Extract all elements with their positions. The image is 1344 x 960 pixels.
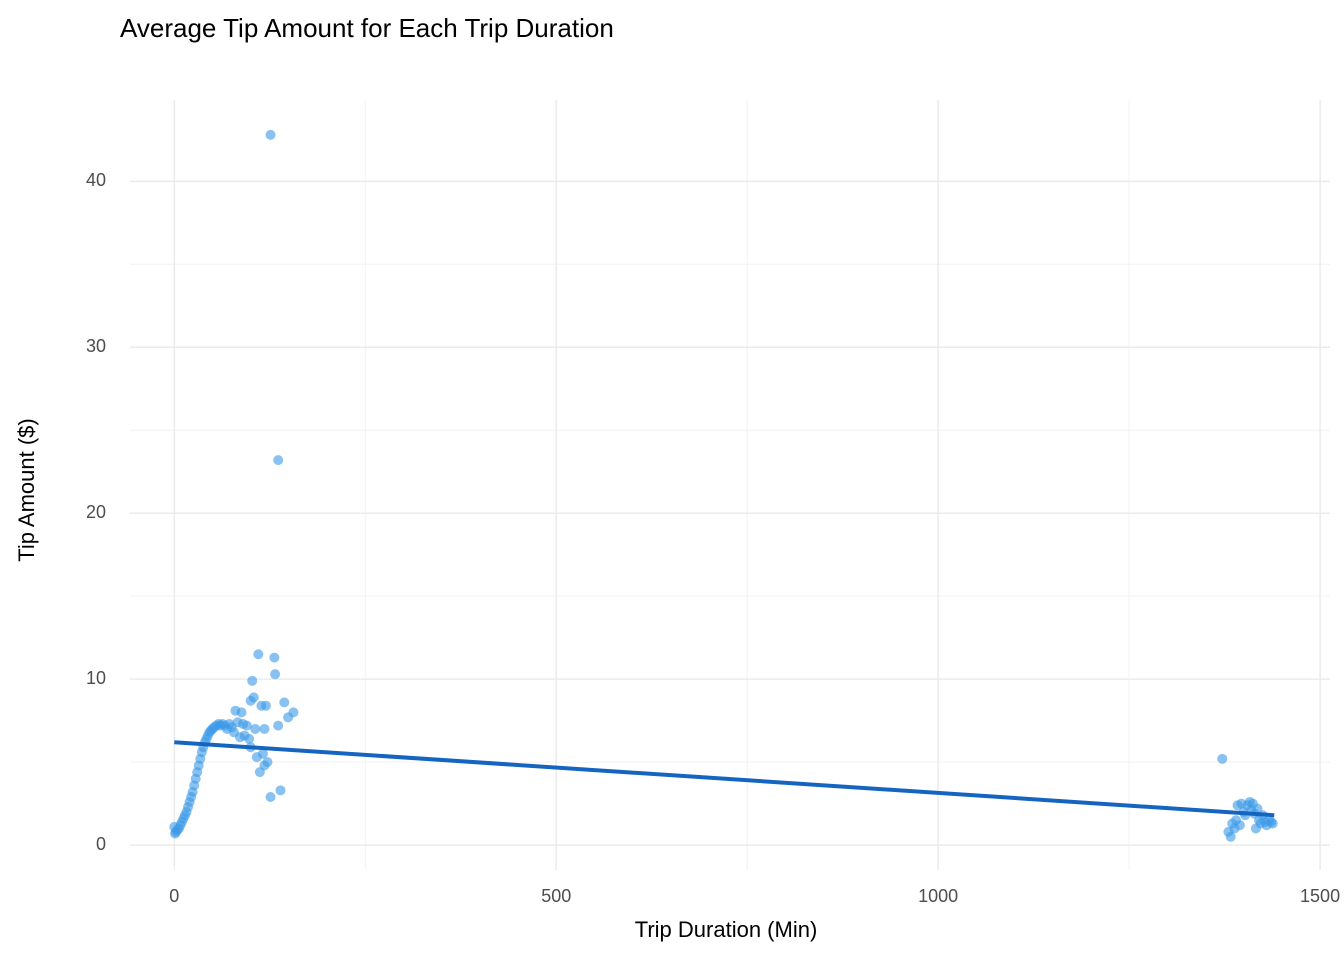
point xyxy=(269,652,280,663)
point xyxy=(259,760,270,771)
y-tick-label: 20 xyxy=(86,502,106,522)
x-tick-label: 1000 xyxy=(918,886,958,906)
point xyxy=(273,720,284,731)
point xyxy=(250,723,261,734)
point xyxy=(259,723,270,734)
point xyxy=(260,700,271,711)
y-axis-title: Tip Amount ($) xyxy=(14,418,39,561)
y-tick-label: 30 xyxy=(86,336,106,356)
x-tick-label: 1500 xyxy=(1300,886,1340,906)
y-tick-label: 40 xyxy=(86,170,106,190)
point xyxy=(241,720,252,731)
point xyxy=(1267,818,1278,829)
x-axis-title: Trip Duration (Min) xyxy=(635,917,818,942)
point xyxy=(270,669,281,680)
x-tick-label: 500 xyxy=(541,886,571,906)
chart-title: Average Tip Amount for Each Trip Duratio… xyxy=(120,13,614,43)
point xyxy=(236,707,247,718)
point xyxy=(248,692,259,703)
point xyxy=(1217,753,1228,764)
y-tick-label: 10 xyxy=(86,668,106,688)
point xyxy=(1252,803,1263,814)
point xyxy=(253,649,264,660)
point xyxy=(244,733,255,744)
point xyxy=(257,748,268,759)
point xyxy=(247,675,258,686)
trend-line xyxy=(174,740,1275,818)
y-tick-label: 0 xyxy=(96,834,106,854)
point xyxy=(275,785,286,796)
point xyxy=(1234,820,1245,831)
x-tick-label: 0 xyxy=(169,886,179,906)
point xyxy=(279,697,290,708)
point xyxy=(288,707,299,718)
point xyxy=(265,791,276,802)
point xyxy=(1225,831,1236,842)
point xyxy=(273,455,284,466)
point xyxy=(265,129,276,140)
